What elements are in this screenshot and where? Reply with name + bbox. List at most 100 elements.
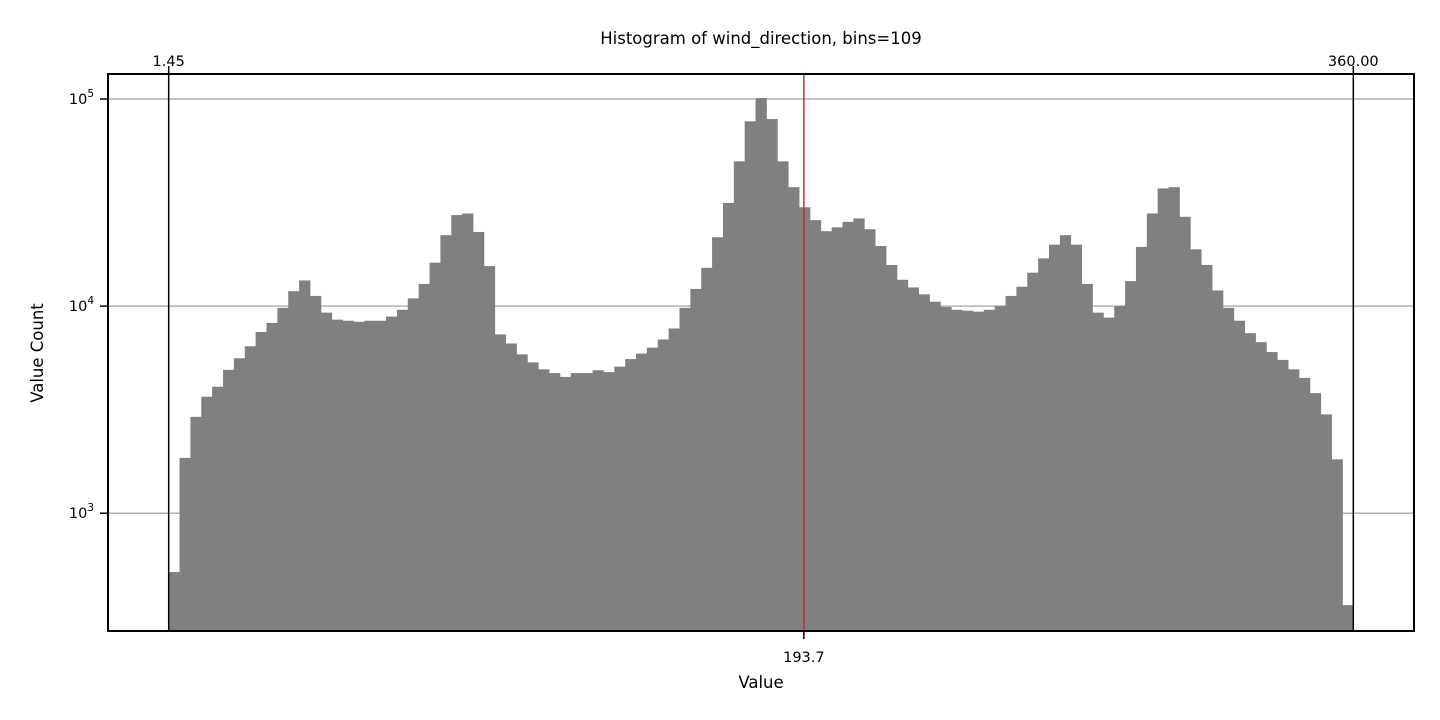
histogram-bar <box>1157 188 1169 631</box>
histogram-bar <box>1081 283 1093 631</box>
range-lines <box>167 74 1355 631</box>
histogram-bar <box>364 320 376 631</box>
histogram-bar <box>657 339 670 631</box>
histogram-bar <box>1266 352 1278 631</box>
histogram-bar <box>853 218 865 631</box>
histogram-bar <box>440 235 452 631</box>
histogram-bar <box>820 231 833 632</box>
histogram-bar <box>309 295 322 631</box>
histogram-bar <box>1277 359 1289 631</box>
histogram-bar <box>353 321 365 631</box>
histogram-bar <box>1005 295 1017 631</box>
histogram-bar <box>168 572 180 631</box>
histogram-bar <box>929 301 941 631</box>
y-tick-label-1e3: 103 <box>69 502 94 522</box>
histogram-bar <box>1190 249 1202 631</box>
histogram-bar <box>1049 244 1061 631</box>
y-tick-labels: 103 104 105 <box>69 88 94 522</box>
histogram-bar <box>1244 333 1256 631</box>
histogram-bar <box>896 279 909 631</box>
histogram-bar <box>701 267 713 631</box>
histogram-bar <box>190 416 202 631</box>
histogram-bar <box>646 347 659 631</box>
histogram-bar <box>1125 281 1137 631</box>
histogram-bar <box>722 202 735 631</box>
histogram-bar <box>983 309 996 631</box>
histogram-bar <box>625 359 637 631</box>
histogram-bar <box>407 298 420 631</box>
histogram-bar <box>972 311 985 631</box>
histogram-bar <box>255 331 267 631</box>
histogram-bar <box>994 306 1006 631</box>
histogram-bar <box>766 119 778 632</box>
histogram-bar <box>179 457 191 631</box>
histogram-bar <box>570 373 583 631</box>
histogram-bar <box>331 319 343 631</box>
histogram-bar <box>1288 369 1300 631</box>
histogram-bar <box>885 264 898 631</box>
histogram-bar <box>712 237 724 632</box>
histogram-bar <box>538 369 550 631</box>
histogram-bar <box>809 220 822 631</box>
histogram-bar <box>266 322 278 631</box>
y-tick-label-1e4: 104 <box>69 295 94 315</box>
histogram-bar <box>1146 213 1159 632</box>
histogram-bar <box>962 310 974 631</box>
histogram-bar <box>799 207 811 631</box>
histogram-bar <box>516 354 528 631</box>
histogram-bar <box>494 334 507 631</box>
histogram-bar <box>679 307 691 631</box>
histogram-bar <box>1016 286 1028 631</box>
y-axis-label: Value Count <box>28 303 47 403</box>
histogram-bar <box>429 262 441 631</box>
histogram-bar <box>1179 216 1191 632</box>
histogram-bar <box>636 353 648 631</box>
histogram-bar <box>592 370 604 631</box>
histogram-bar <box>603 372 615 631</box>
histogram-bar <box>244 346 257 631</box>
histogram-bar <box>1038 258 1050 631</box>
histogram-bar <box>1320 414 1332 631</box>
histogram-bar <box>1135 246 1148 631</box>
max-value-label: 360.00 <box>1328 54 1379 70</box>
histogram-bar <box>1298 377 1311 631</box>
histogram-bar <box>864 229 876 631</box>
histogram-bar <box>212 386 224 631</box>
histogram-bar <box>581 373 593 631</box>
histogram-bar <box>1212 290 1224 631</box>
min-value-label: 1.45 <box>153 54 185 70</box>
histogram-bar <box>755 98 767 632</box>
histogram-bar <box>233 358 246 631</box>
histogram-bar <box>733 161 746 632</box>
histogram-bar <box>875 246 887 631</box>
x-axis-label: Value <box>738 673 783 692</box>
histogram-bar <box>1027 272 1039 631</box>
histogram-bar <box>299 280 311 631</box>
histogram-bar <box>1070 244 1083 631</box>
histogram-bar <box>777 161 789 632</box>
histogram-bar <box>951 309 963 631</box>
histogram-bar <box>342 320 354 631</box>
histogram-bar <box>277 307 289 631</box>
axis-ticks <box>100 66 1355 639</box>
marker-value-label: 193.7 <box>783 650 825 666</box>
chart-title: Histogram of wind_direction, bins=109 <box>600 29 921 49</box>
histogram-bar <box>1103 317 1115 631</box>
y-tick-label-1e5: 105 <box>69 88 94 108</box>
histogram-bar <box>418 283 430 631</box>
histogram-bar <box>668 328 680 631</box>
histogram-bar <box>462 213 474 632</box>
histogram-bar <box>1201 264 1213 631</box>
histogram-bar <box>907 287 919 631</box>
histogram-bar <box>940 307 952 631</box>
histogram-bar <box>505 343 517 631</box>
histogram-bar <box>1092 312 1104 631</box>
histogram-bar <box>1222 307 1235 631</box>
histogram-bar <box>1255 342 1267 631</box>
histogram-bar <box>1331 459 1343 631</box>
histogram-bar <box>1342 605 1354 631</box>
histogram-bar <box>1233 320 1246 631</box>
histogram-bar <box>1309 393 1322 631</box>
histogram-bar <box>201 396 213 631</box>
